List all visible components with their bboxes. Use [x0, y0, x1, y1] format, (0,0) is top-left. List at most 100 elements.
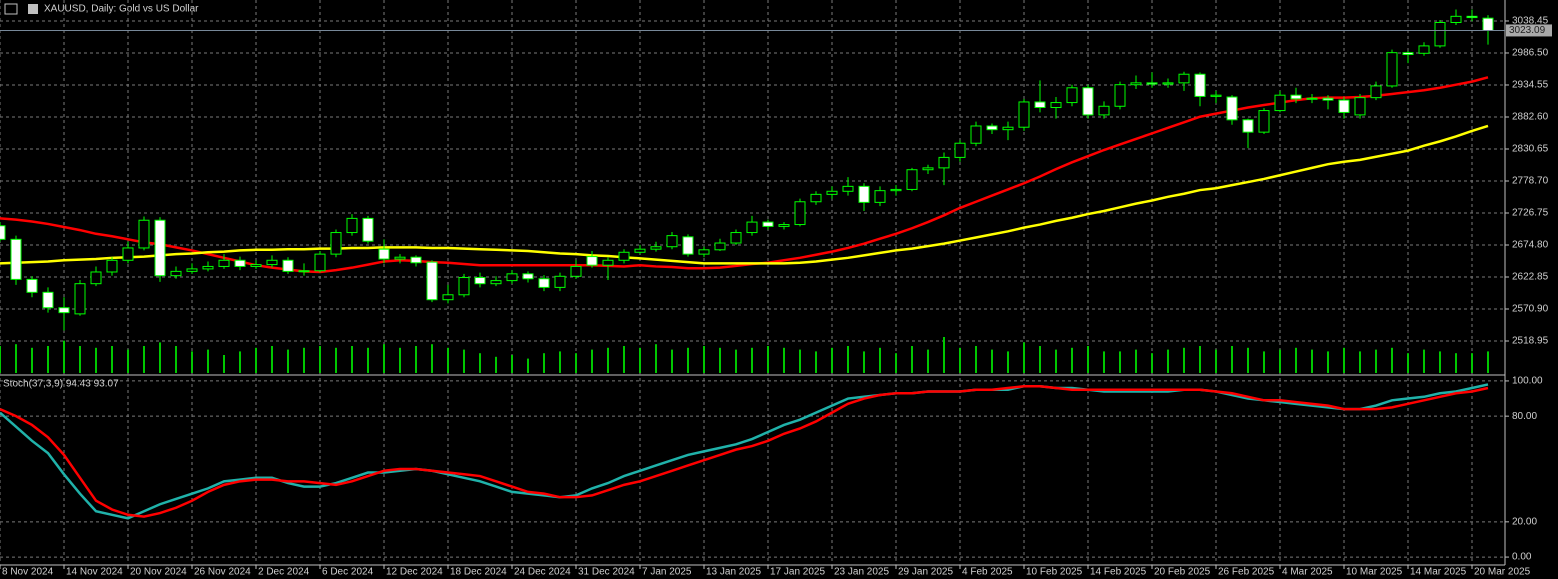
y-tick-label: 2830.65: [1512, 144, 1549, 155]
candle-body: [874, 190, 886, 203]
candle-body: [698, 249, 710, 255]
candle-body: [378, 248, 390, 260]
candle-body: [554, 275, 566, 288]
candle-body: [266, 259, 278, 266]
candle-body: [1130, 82, 1142, 86]
moving-average: [0, 124, 1489, 265]
candle-body: [634, 248, 646, 253]
x-tick-label: 24 Dec 2024: [514, 567, 571, 578]
candle-body: [1162, 82, 1174, 85]
candle-body: [314, 253, 326, 272]
candle-body: [1098, 105, 1110, 116]
candle-body: [1194, 73, 1206, 97]
x-tick-label: 10 Mar 2025: [1346, 567, 1403, 578]
x-tick-label: 8 Nov 2024: [2, 567, 54, 578]
candle-body: [746, 221, 758, 234]
x-tick-label: 18 Dec 2024: [450, 567, 507, 578]
candle-body: [1034, 101, 1046, 108]
candle-body: [250, 264, 262, 267]
x-tick-label: 20 Feb 2025: [1154, 567, 1211, 578]
candle-body: [490, 280, 502, 285]
last-price-label: 3023.09: [1509, 25, 1546, 36]
candle-body: [714, 242, 726, 251]
candle-body: [1258, 110, 1270, 133]
x-tick-label: 4 Mar 2025: [1282, 567, 1333, 578]
y-tick-label: 2674.80: [1512, 240, 1549, 251]
candle-body: [1242, 119, 1254, 133]
x-tick-label: 2 Dec 2024: [258, 567, 310, 578]
candle-body: [1114, 84, 1126, 107]
x-tick-label: 13 Jan 2025: [706, 567, 761, 578]
candle-body: [90, 271, 102, 285]
candle-body: [1290, 94, 1302, 100]
y-tick-label: 2778.70: [1512, 176, 1549, 187]
candle-body: [682, 236, 694, 255]
candle-body: [794, 201, 806, 226]
candle-body: [842, 185, 854, 192]
x-tick-label: 23 Jan 2025: [834, 567, 889, 578]
candle-body: [1402, 52, 1414, 56]
x-tick-label: 29 Jan 2025: [898, 567, 953, 578]
candle-body: [1050, 102, 1062, 108]
y-tick-label: 2726.75: [1512, 208, 1549, 219]
y-tick-label: 2570.90: [1512, 304, 1549, 315]
x-tick-label: 20 Nov 2024: [130, 567, 187, 578]
candle-body: [1466, 15, 1478, 19]
candle-body: [954, 142, 966, 158]
x-tick-label: 10 Feb 2025: [1026, 567, 1083, 578]
y-tick-label: 80.00: [1512, 411, 1537, 422]
candle-body: [10, 238, 22, 280]
candle-body: [890, 188, 902, 192]
candle-body: [906, 169, 918, 190]
candle-body: [1450, 15, 1462, 23]
candle-body: [986, 125, 998, 131]
candle-body: [298, 270, 310, 273]
candle-body: [426, 261, 438, 301]
candle-body: [330, 232, 342, 255]
candle-body: [650, 246, 662, 250]
x-tick-label: 26 Nov 2024: [194, 567, 251, 578]
candle-body: [122, 247, 134, 261]
x-tick-label: 31 Dec 2024: [578, 567, 635, 578]
candle-body: [826, 190, 838, 195]
candle-body: [138, 219, 150, 249]
candle-body: [1226, 96, 1238, 121]
x-tick-label: 6 Dec 2024: [322, 567, 374, 578]
candle-body: [442, 294, 454, 301]
candle-body: [810, 193, 822, 203]
candle-body: [42, 291, 54, 309]
x-tick-label: 12 Dec 2024: [386, 567, 443, 578]
candle-body: [1434, 21, 1446, 47]
candle-body: [1322, 97, 1334, 101]
y-tick-label: 2934.55: [1512, 80, 1549, 91]
candle-body: [570, 265, 582, 277]
candle-body: [778, 224, 790, 227]
candle-body: [106, 259, 118, 273]
candle-body: [218, 259, 230, 267]
candle-body: [1082, 87, 1094, 116]
candle-body: [26, 278, 38, 293]
candle-body: [202, 265, 214, 270]
y-tick-label: 0.00: [1512, 552, 1532, 563]
candle-body: [602, 259, 614, 266]
y-tick-label: 2622.85: [1512, 272, 1549, 283]
candle-body: [1210, 94, 1222, 97]
candle-body: [1418, 45, 1430, 54]
y-tick-label: 100.00: [1512, 376, 1543, 387]
candle-body: [154, 219, 166, 277]
chart-title: XAUUSD, Daily: Gold vs US Dollar: [44, 4, 199, 15]
candle-body: [1002, 126, 1014, 131]
x-tick-label: 4 Feb 2025: [962, 567, 1013, 578]
candle-body: [410, 256, 422, 264]
y-tick-label: 20.00: [1512, 516, 1537, 527]
candle-body: [1482, 17, 1494, 31]
chart-icon: [28, 4, 38, 14]
candle-body: [506, 273, 518, 282]
moving-average: [0, 76, 1489, 274]
candle-body: [362, 217, 374, 242]
candle-body: [858, 185, 870, 203]
candle-body: [1386, 52, 1398, 87]
candle-body: [1370, 85, 1382, 99]
